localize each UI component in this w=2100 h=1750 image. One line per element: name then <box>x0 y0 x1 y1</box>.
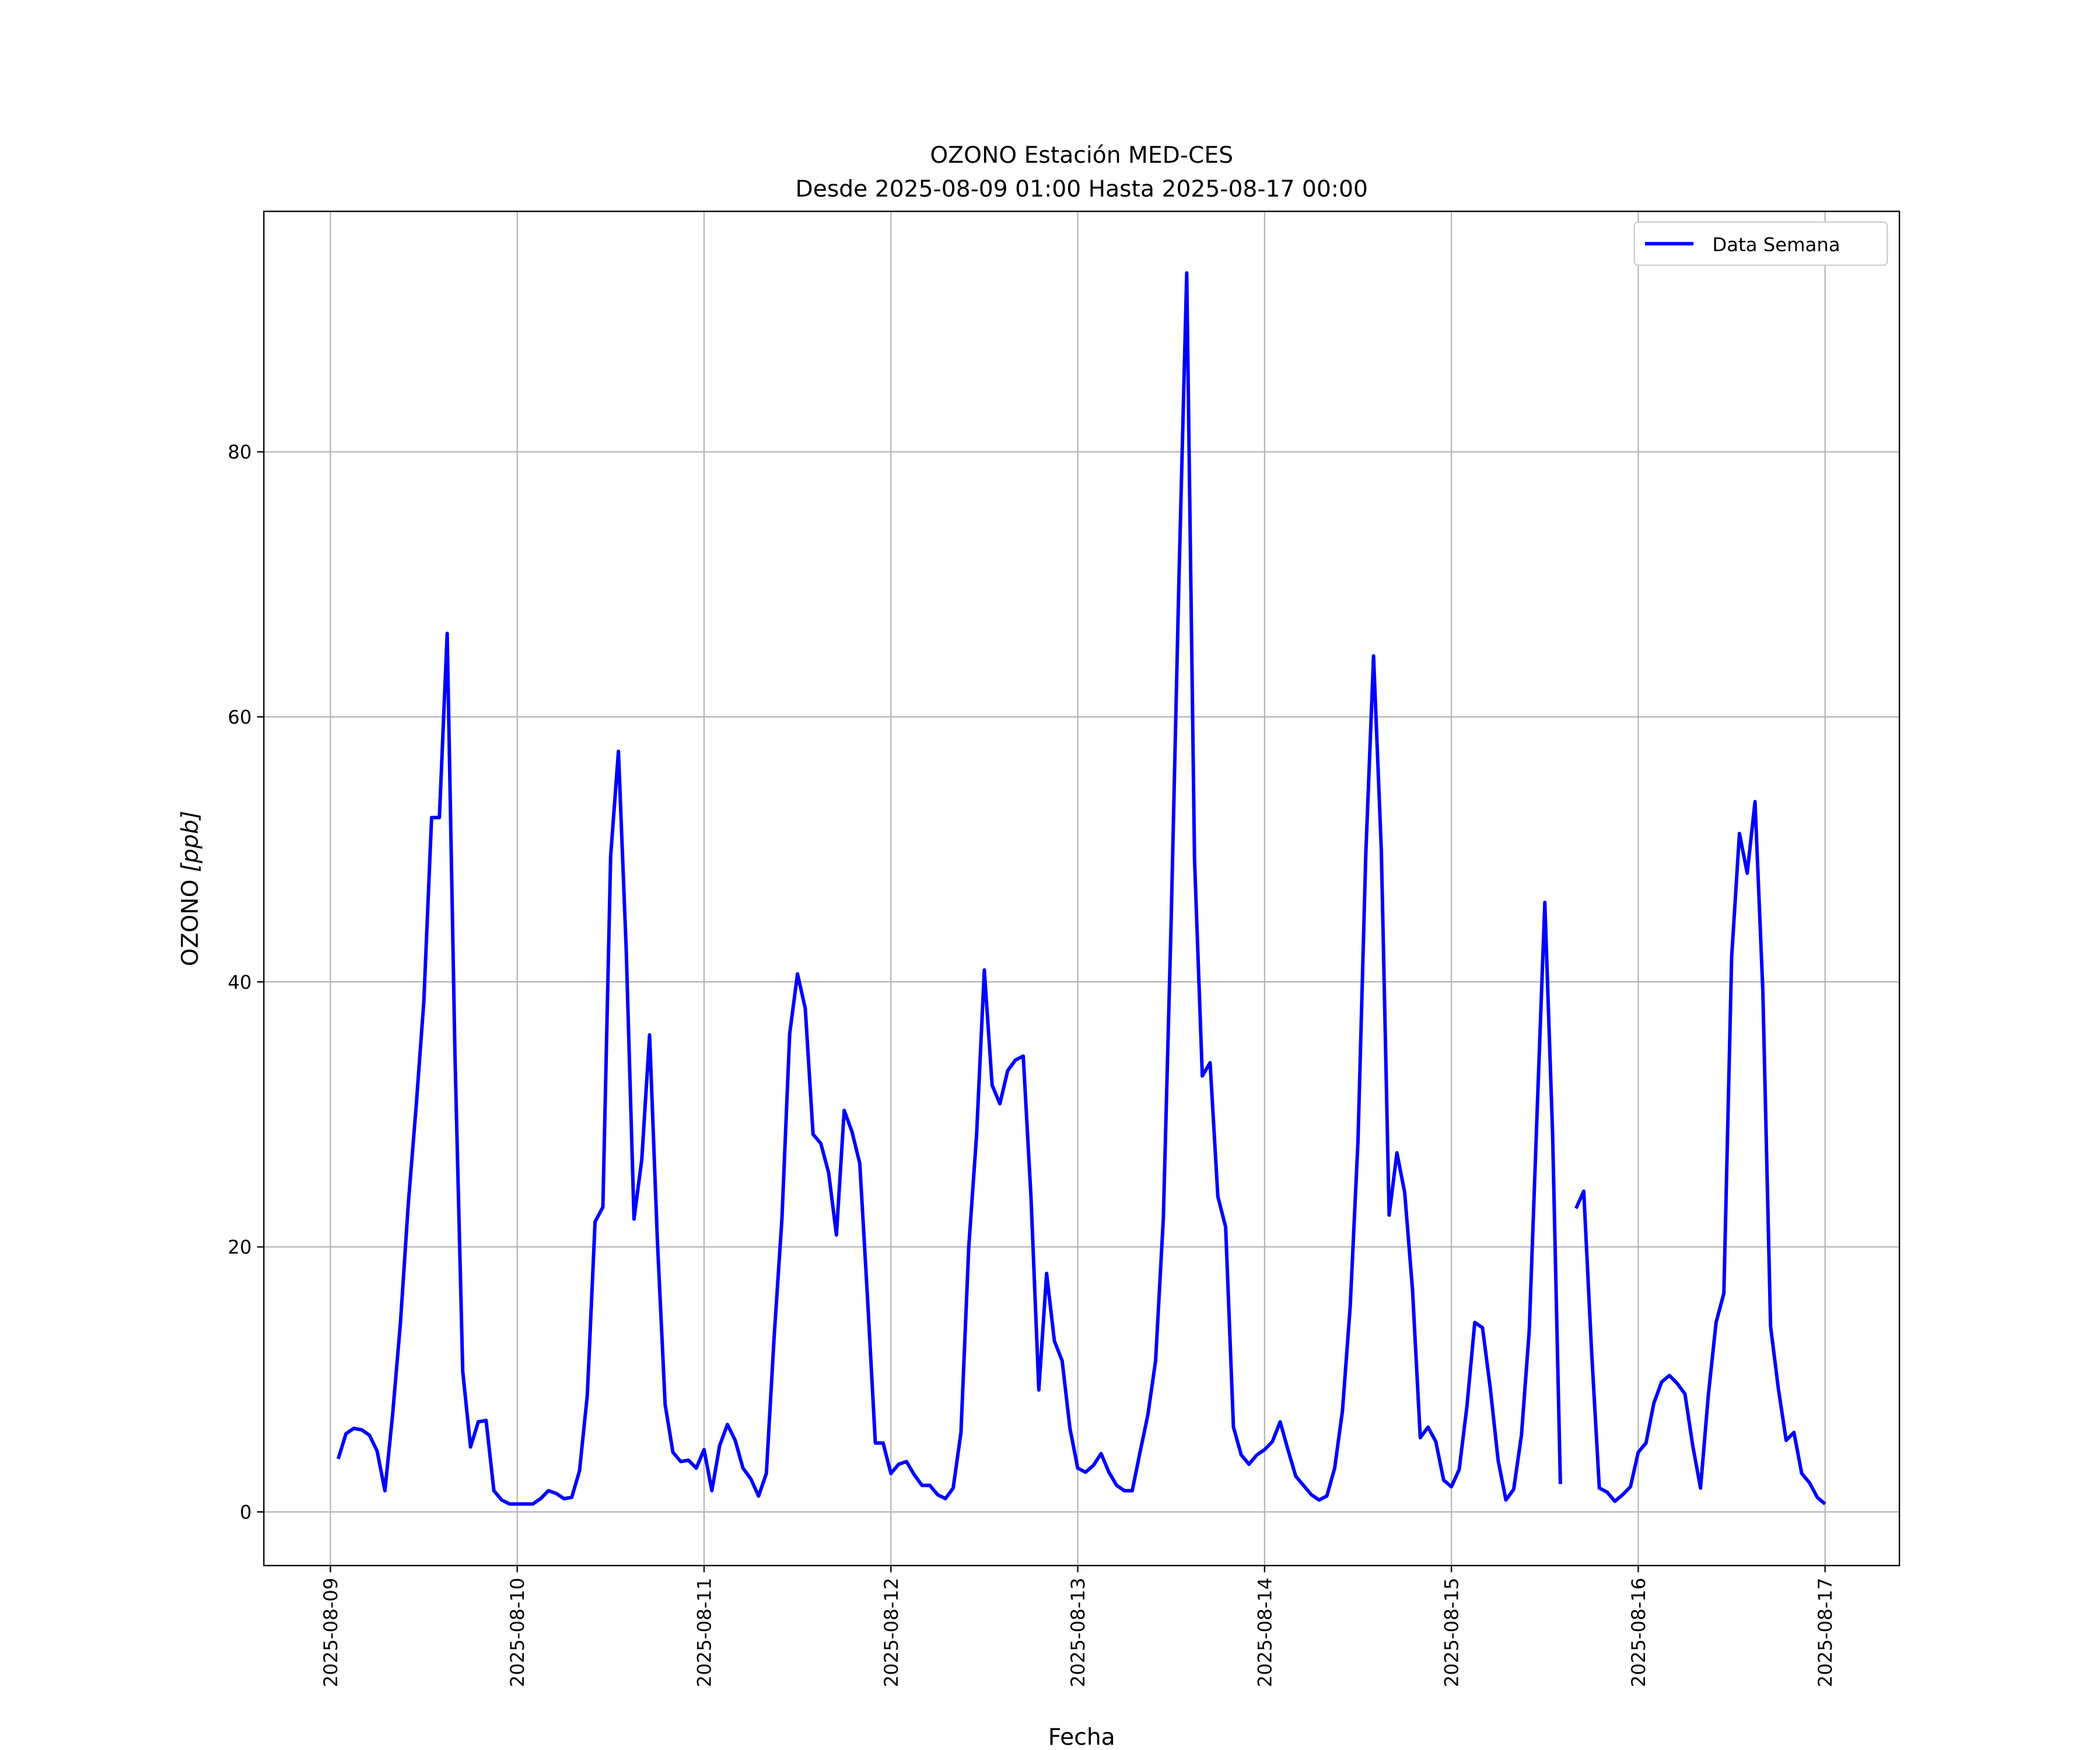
y-tick-label: 40 <box>228 971 251 993</box>
y-axis-label-text: OZONO <box>177 872 204 966</box>
x-tick-label: 2025-08-10 <box>506 1578 528 1688</box>
legend-label-data-semana: Data Semana <box>1712 233 1840 256</box>
x-tick-label: 2025-08-17 <box>1814 1578 1836 1688</box>
x-tick-label: 2025-08-13 <box>1067 1578 1089 1688</box>
legend-box <box>1633 221 1888 266</box>
y-axis-label-unit: [ppb] <box>177 811 204 872</box>
y-tick-label: 80 <box>228 441 251 463</box>
y-tick-label: 20 <box>228 1236 251 1258</box>
chart-title: OZONO Estación MED-CES <box>930 142 1233 169</box>
x-tick-label: 2025-08-12 <box>880 1578 902 1688</box>
chart-subtitle: Desde 2025-08-09 01:00 Hasta 2025-08-17 … <box>796 176 1368 202</box>
x-axis-label: Fecha <box>1048 1724 1115 1750</box>
series-layer <box>336 271 1826 1506</box>
x-tick-label: 2025-08-11 <box>694 1578 716 1688</box>
plot-frame <box>263 211 1901 1566</box>
series-line-data-semana <box>336 271 1562 1506</box>
y-axis: 0 20 40 60 80 <box>228 441 264 1523</box>
series-line-data-semana <box>1574 800 1826 1506</box>
x-tick-label: 2025-08-15 <box>1441 1578 1463 1688</box>
x-tick-label: 2025-08-16 <box>1628 1578 1650 1688</box>
x-tick-label: 2025-08-09 <box>320 1578 342 1688</box>
x-axis: 2025-08-09 2025-08-10 2025-08-11 2025-08-12… <box>320 1565 1836 1688</box>
y-tick-label: 60 <box>228 706 251 728</box>
x-tick-label: 2025-08-14 <box>1254 1578 1276 1688</box>
grid <box>264 211 1900 1566</box>
legend: Data Semana <box>1633 221 1888 266</box>
y-tick-label: 0 <box>240 1501 252 1523</box>
y-axis-label: OZONO [ppb] <box>177 811 204 967</box>
